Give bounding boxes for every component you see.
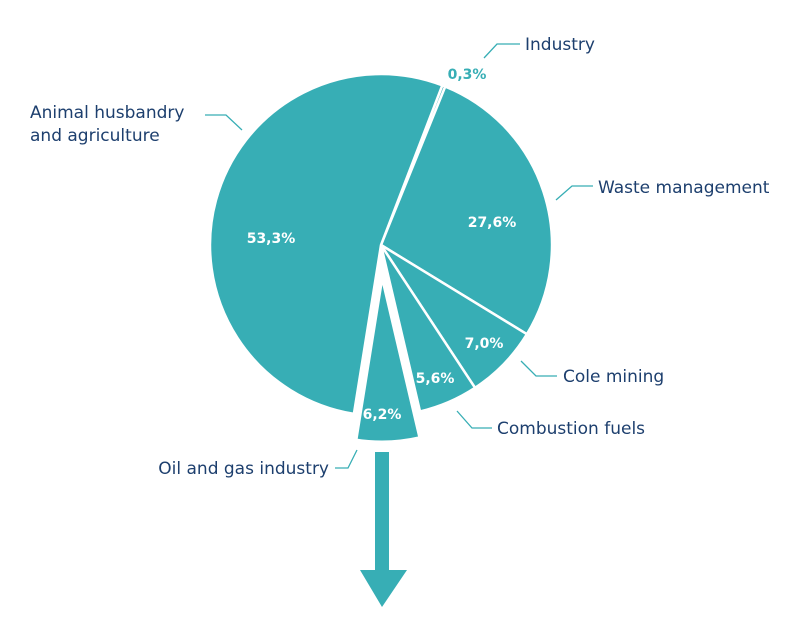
slice-label: Waste management: [598, 178, 770, 198]
slice-label: Cole mining: [563, 367, 664, 387]
slice-label: Animal husbandry: [30, 103, 184, 123]
slice-label: Combustion fuels: [497, 419, 645, 439]
value-label: 53,3%: [247, 231, 296, 247]
value-label: 7,0%: [465, 336, 504, 352]
pie-slice: [351, 271, 425, 446]
slice-label: Industry: [525, 35, 595, 55]
leader-line: [555, 185, 593, 201]
leader-line: [335, 449, 358, 469]
value-label: 5,6%: [416, 371, 455, 387]
value-label: 27,6%: [468, 215, 517, 231]
slice-label: and agriculture: [30, 126, 160, 146]
pie-slice: [208, 72, 444, 416]
leader-line: [483, 43, 520, 59]
arrow-down-icon: [360, 452, 407, 607]
pie-slice: [379, 84, 554, 336]
pie-slice: [379, 244, 477, 413]
value-label: 6,2%: [363, 407, 402, 423]
leader-line: [520, 360, 557, 377]
value-label: 0,3%: [448, 67, 487, 83]
leader-line: [456, 410, 492, 429]
slice-label: Oil and gas industry: [158, 459, 329, 479]
leader-line: [205, 114, 243, 131]
